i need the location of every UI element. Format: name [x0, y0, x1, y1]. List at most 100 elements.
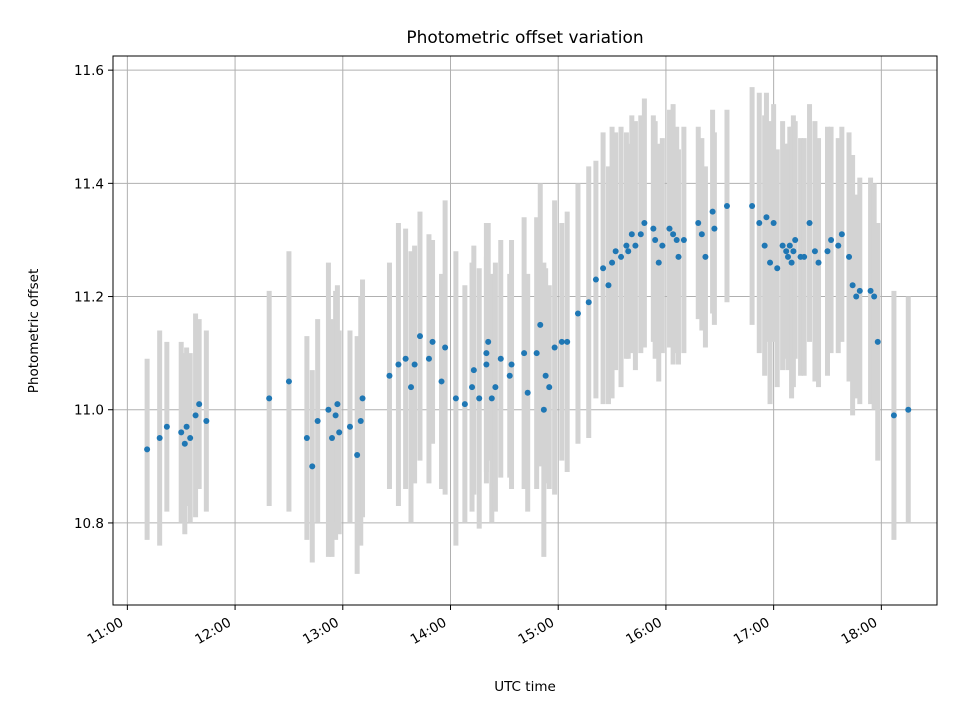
data-point	[783, 248, 790, 255]
data-point	[673, 236, 680, 243]
data-point	[470, 367, 477, 374]
data-point	[425, 355, 432, 362]
data-point	[144, 446, 151, 453]
data-point	[187, 435, 194, 442]
data-point	[506, 372, 513, 379]
data-point	[488, 395, 495, 402]
data-point	[163, 423, 170, 430]
data-point	[411, 361, 418, 368]
data-point	[334, 401, 341, 408]
data-point	[183, 423, 190, 430]
data-point	[711, 225, 718, 232]
data-point	[761, 242, 768, 249]
data-point	[853, 293, 860, 300]
data-point	[314, 418, 321, 425]
data-point	[695, 219, 702, 226]
data-point	[675, 253, 682, 260]
data-point	[650, 225, 657, 232]
data-point	[346, 423, 353, 430]
data-point	[325, 406, 332, 413]
data-point	[637, 231, 644, 238]
data-point	[618, 253, 625, 260]
data-point	[905, 406, 912, 413]
data-point	[542, 372, 549, 379]
data-point	[723, 202, 730, 209]
data-point	[600, 265, 607, 272]
data-point	[811, 248, 818, 255]
data-point	[442, 344, 449, 351]
data-point	[438, 378, 445, 385]
data-point	[774, 265, 781, 272]
data-point	[641, 219, 648, 226]
data-point	[609, 259, 616, 266]
data-point	[792, 236, 799, 243]
data-point	[192, 412, 199, 419]
data-point	[784, 253, 791, 260]
data-point	[395, 361, 402, 368]
data-point	[564, 338, 571, 345]
data-point	[856, 287, 863, 294]
data-point	[429, 338, 436, 345]
data-point	[788, 259, 795, 266]
data-point	[485, 338, 492, 345]
data-point	[612, 248, 619, 255]
data-point	[497, 355, 504, 362]
data-point	[824, 248, 831, 255]
data-point	[492, 384, 499, 391]
data-point	[461, 401, 468, 408]
data-point	[592, 276, 599, 283]
data-point	[756, 219, 763, 226]
data-point	[537, 321, 544, 328]
data-point	[357, 418, 364, 425]
data-point	[178, 429, 185, 436]
data-point	[354, 452, 361, 459]
y-tick-label: 11.2	[74, 290, 104, 306]
y-axis-label: Photometric offset	[26, 269, 42, 393]
data-point	[524, 389, 531, 396]
data-point	[770, 219, 777, 226]
data-point	[632, 242, 639, 249]
data-point	[585, 299, 592, 306]
y-tick-label: 10.8	[74, 516, 104, 532]
data-point	[546, 384, 553, 391]
data-point	[815, 259, 822, 266]
data-point	[540, 406, 547, 413]
data-point	[871, 293, 878, 300]
y-tick-label: 11.0	[74, 403, 104, 419]
data-point	[416, 333, 423, 340]
data-point	[332, 412, 339, 419]
data-point	[329, 435, 336, 442]
data-point	[558, 338, 565, 345]
data-point	[801, 253, 808, 260]
data-point	[786, 242, 793, 249]
y-tick-label: 11.6	[74, 63, 104, 79]
data-point	[181, 440, 188, 447]
data-point	[605, 282, 612, 289]
data-point	[702, 253, 709, 260]
data-point	[655, 259, 662, 266]
data-point	[266, 395, 273, 402]
data-point	[828, 236, 835, 243]
data-point	[779, 242, 786, 249]
data-point	[196, 401, 203, 408]
data-point	[698, 231, 705, 238]
data-point	[533, 350, 540, 357]
data-point	[521, 350, 528, 357]
data-point	[469, 384, 476, 391]
data-point	[652, 236, 659, 243]
data-point	[309, 463, 316, 470]
data-point	[551, 344, 558, 351]
y-tick-label: 11.4	[74, 176, 104, 192]
data-point	[386, 372, 393, 379]
data-point	[156, 435, 163, 442]
data-point	[867, 287, 874, 294]
data-point	[628, 231, 635, 238]
plot-frame	[112, 55, 938, 606]
data-point	[838, 231, 845, 238]
data-point	[574, 310, 581, 317]
data-point	[767, 259, 774, 266]
data-point	[483, 350, 490, 357]
data-point	[625, 248, 632, 255]
data-point	[806, 219, 813, 226]
